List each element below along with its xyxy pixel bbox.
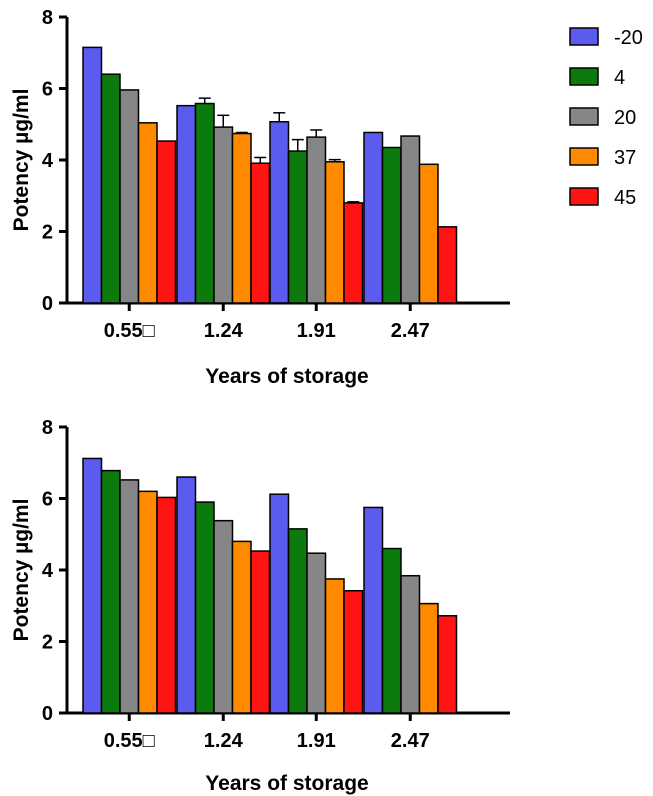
x-tick-label: 1.24 — [204, 730, 244, 752]
x-axis-title: Years of storage — [205, 365, 368, 388]
bar — [437, 226, 458, 304]
y-tick-label: 4 — [42, 560, 54, 582]
bar — [437, 615, 458, 714]
bar — [269, 120, 290, 304]
bar — [381, 146, 402, 304]
y-tick-label: 6 — [42, 489, 53, 511]
legend-swatch — [569, 147, 599, 166]
bar — [363, 506, 384, 714]
y-tick-label: 0 — [42, 293, 53, 315]
bar — [119, 89, 140, 304]
bar — [418, 602, 439, 714]
bar — [82, 457, 103, 714]
x-tick-label: 0.55□ — [104, 730, 155, 752]
bar — [176, 104, 197, 304]
bottom-bar-chart: 0 2 4 6 8 0.55□ 1.24 1.91 2.47 Potency µg/ml Years… — [10, 417, 510, 795]
legend-label: 20 — [614, 107, 636, 129]
bar — [137, 122, 158, 304]
legend-label: 45 — [614, 187, 636, 209]
bar — [156, 140, 177, 304]
y-axis-title: Potency µg/ml — [10, 499, 33, 642]
y-tick-label: 2 — [42, 632, 53, 654]
bar — [156, 496, 177, 714]
y-axis-title: Potency µg/ml — [10, 89, 33, 232]
bar — [194, 102, 215, 304]
legend-label: -20 — [614, 27, 643, 49]
bar — [100, 73, 121, 304]
legend: -20 4 20 37 45 — [569, 27, 643, 209]
x-tick-label: 1.91 — [297, 320, 336, 342]
bar — [363, 131, 384, 304]
bar — [381, 547, 402, 714]
bar — [176, 476, 197, 714]
bar — [324, 161, 345, 304]
bar — [250, 550, 271, 714]
bar — [306, 552, 327, 714]
y-tick-label: 8 — [42, 7, 53, 29]
bar — [100, 469, 121, 714]
bar — [418, 163, 439, 304]
y-tick-label: 2 — [42, 222, 53, 244]
legend-swatch — [569, 187, 599, 206]
bar — [324, 578, 345, 714]
legend-label: 4 — [614, 67, 625, 89]
bar — [400, 135, 421, 304]
bar — [287, 528, 308, 714]
bar — [194, 501, 215, 714]
bar — [231, 132, 252, 304]
y-tick-label: 0 — [42, 703, 53, 725]
bar — [231, 540, 252, 714]
x-tick-label: 0.55□ — [104, 320, 155, 342]
y-tick-label: 4 — [42, 150, 54, 172]
legend-swatch — [569, 27, 599, 46]
top-bar-chart: 0 2 4 6 8 0.55□ 1.24 1.91 2.47 Potency µg/ml Years… — [10, 7, 510, 388]
y-tick-label: 8 — [42, 417, 53, 439]
x-tick-label: 1.24 — [204, 320, 244, 342]
bar — [343, 202, 364, 304]
x-tick-label: 1.91 — [297, 730, 336, 752]
bar — [250, 162, 271, 304]
bar — [119, 479, 140, 714]
bar — [213, 519, 234, 714]
legend-swatch — [569, 67, 599, 86]
bar — [287, 150, 308, 304]
bar — [269, 493, 290, 714]
legend-swatch — [569, 107, 599, 126]
bar — [137, 490, 158, 714]
legend-label: 37 — [614, 147, 636, 169]
bar — [213, 126, 234, 304]
bar — [306, 136, 327, 304]
bar — [343, 589, 364, 714]
bar — [82, 46, 103, 304]
x-axis-title: Years of storage — [205, 772, 368, 795]
x-tick-label: 2.47 — [391, 320, 430, 342]
bar — [400, 574, 421, 714]
y-tick-label: 6 — [42, 79, 53, 101]
x-tick-label: 2.47 — [391, 730, 430, 752]
